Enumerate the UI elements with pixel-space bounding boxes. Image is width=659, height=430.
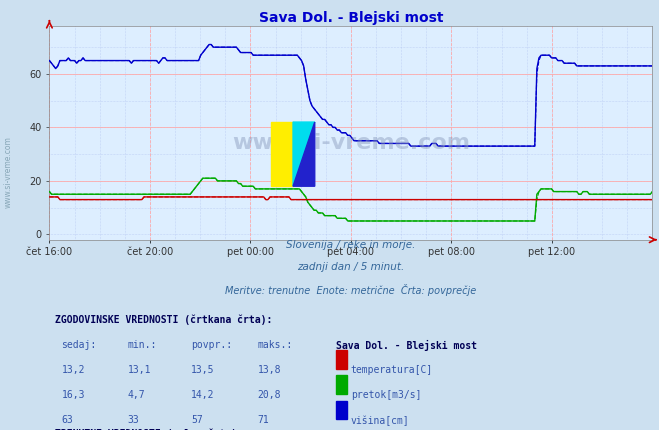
Text: višina[cm]: višina[cm] (351, 415, 410, 426)
Text: min.:: min.: (128, 340, 158, 350)
Text: 13,2: 13,2 (61, 365, 85, 375)
Text: 4,7: 4,7 (128, 390, 146, 400)
Polygon shape (293, 122, 315, 186)
Text: maks.:: maks.: (258, 340, 293, 350)
Text: ZGODOVINSKE VREDNOSTI (črtkana črta):: ZGODOVINSKE VREDNOSTI (črtkana črta): (55, 314, 273, 325)
Text: 16,3: 16,3 (61, 390, 85, 400)
Bar (336, 401, 347, 419)
Text: Slovenija / reke in morje.: Slovenija / reke in morje. (286, 240, 416, 250)
Text: Sava Dol. - Blejski most: Sava Dol. - Blejski most (336, 340, 477, 351)
Text: temperatura[C]: temperatura[C] (351, 365, 433, 375)
Text: sedaj:: sedaj: (61, 340, 97, 350)
Text: 20,8: 20,8 (258, 390, 281, 400)
Text: 71: 71 (258, 415, 270, 425)
Text: zadnji dan / 5 minut.: zadnji dan / 5 minut. (297, 262, 405, 272)
Title: Sava Dol. - Blejski most: Sava Dol. - Blejski most (259, 11, 443, 25)
Polygon shape (293, 122, 315, 186)
Text: TRENUTNE VREDNOSTI (polna črta):: TRENUTNE VREDNOSTI (polna črta): (55, 428, 243, 430)
Text: povpr.:: povpr.: (191, 340, 232, 350)
Bar (272, 122, 293, 186)
Text: 13,1: 13,1 (128, 365, 152, 375)
Text: pretok[m3/s]: pretok[m3/s] (351, 390, 421, 400)
Text: 57: 57 (191, 415, 203, 425)
Text: 13,8: 13,8 (258, 365, 281, 375)
Text: www.si-vreme.com: www.si-vreme.com (232, 133, 470, 154)
Text: Meritve: trenutne  Enote: metrične  Črta: povprečje: Meritve: trenutne Enote: metrične Črta: … (225, 284, 476, 296)
Bar (336, 375, 347, 394)
Text: 33: 33 (128, 415, 140, 425)
Text: www.si-vreme.com: www.si-vreme.com (4, 136, 13, 208)
Text: 63: 63 (61, 415, 73, 425)
Text: 14,2: 14,2 (191, 390, 215, 400)
Text: 13,5: 13,5 (191, 365, 215, 375)
Bar (336, 350, 347, 369)
